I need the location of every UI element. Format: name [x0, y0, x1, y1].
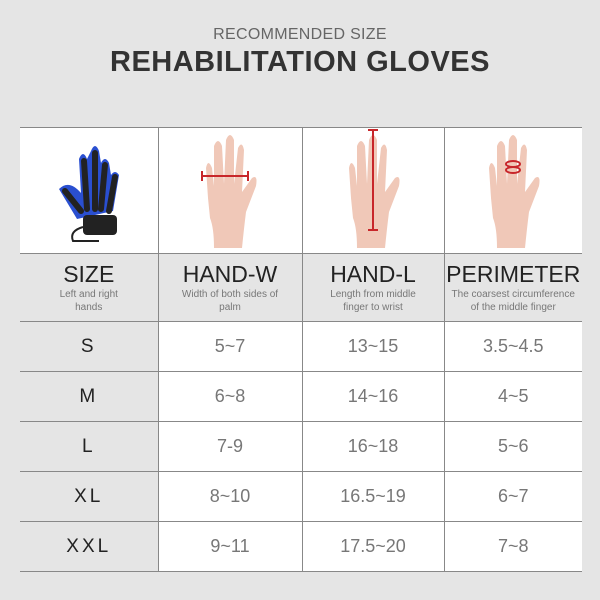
size-table: SIZE Left and right hands HAND-W Width of … [20, 127, 582, 572]
size-cell: XXL [20, 521, 158, 572]
hand-w-cell: 8~10 [157, 471, 302, 522]
hand-l-cell: 16~18 [301, 421, 444, 472]
size-cell: S [20, 321, 158, 372]
hand-width-measure-image [201, 135, 257, 248]
column-header-perimeter: PERIMETER The coarsest circumference of t… [443, 253, 582, 322]
perimeter-image-cell [443, 127, 582, 254]
robotic-glove-image [58, 145, 119, 242]
size-cell: L [20, 421, 158, 472]
table-row: XXL 9~11 17.5~20 7~8 [20, 521, 582, 572]
hand-w-cell: 6~8 [157, 371, 302, 422]
table-row: XL 8~10 16.5~19 6~7 [20, 471, 582, 522]
hand-w-cell: 9~11 [157, 521, 302, 572]
hand-l-cell: 14~16 [301, 371, 444, 422]
subtitle: RECOMMENDED SIZE [213, 26, 387, 43]
glove-image-cell [20, 127, 158, 254]
column-header-hand-l: HAND-L Length from middle finger to wrist [301, 253, 444, 322]
hand-w-cell: 7-9 [157, 421, 302, 472]
finger-perimeter-measure-image [489, 135, 540, 248]
perimeter-cell: 4~5 [443, 371, 582, 422]
hand-length-image-cell [301, 127, 444, 254]
perimeter-cell: 7~8 [443, 521, 582, 572]
hand-length-measure-image [349, 129, 400, 248]
column-header-size: SIZE Left and right hands [20, 253, 158, 322]
hand-l-cell: 17.5~20 [301, 521, 444, 572]
hand-w-cell: 5~7 [157, 321, 302, 372]
perimeter-cell: 5~6 [443, 421, 582, 472]
table-row: L 7-9 16~18 5~6 [20, 421, 582, 472]
hand-width-image-cell [157, 127, 302, 254]
size-cell: M [20, 371, 158, 422]
perimeter-cell: 6~7 [443, 471, 582, 522]
table-row: M 6~8 14~16 4~5 [20, 371, 582, 422]
hand-l-cell: 16.5~19 [301, 471, 444, 522]
page-title: REHABILITATION GLOVES [110, 46, 490, 78]
hand-l-cell: 13~15 [301, 321, 444, 372]
column-header-hand-w: HAND-W Width of both sides of palm [157, 253, 302, 322]
table-row: S 5~7 13~15 3.5~4.5 [20, 321, 582, 372]
size-cell: XL [20, 471, 158, 522]
perimeter-cell: 3.5~4.5 [443, 321, 582, 372]
